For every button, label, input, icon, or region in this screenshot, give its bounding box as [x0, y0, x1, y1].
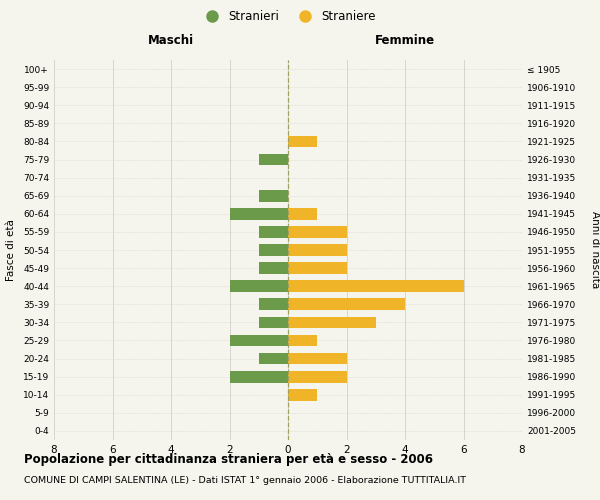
Bar — [288, 226, 347, 238]
Bar — [259, 244, 288, 256]
Text: Popolazione per cittadinanza straniera per età e sesso - 2006: Popolazione per cittadinanza straniera p… — [24, 452, 433, 466]
Bar — [229, 371, 288, 382]
Bar — [288, 334, 317, 346]
Bar — [288, 280, 464, 292]
Bar — [288, 298, 405, 310]
Bar — [288, 371, 347, 382]
Bar — [229, 280, 288, 292]
Bar — [259, 298, 288, 310]
Bar — [288, 316, 376, 328]
Bar — [259, 316, 288, 328]
Text: Femmine: Femmine — [375, 34, 435, 46]
Bar — [288, 208, 317, 220]
Y-axis label: Fasce di età: Fasce di età — [6, 219, 16, 281]
Text: Maschi: Maschi — [148, 34, 194, 46]
Bar — [259, 262, 288, 274]
Bar — [288, 262, 347, 274]
Bar — [259, 226, 288, 238]
Bar — [229, 208, 288, 220]
Y-axis label: Anni di nascita: Anni di nascita — [590, 212, 600, 288]
Bar — [229, 334, 288, 346]
Bar — [288, 352, 347, 364]
Bar — [288, 136, 317, 147]
Bar — [259, 352, 288, 364]
Bar — [288, 389, 317, 400]
Text: COMUNE DI CAMPI SALENTINA (LE) - Dati ISTAT 1° gennaio 2006 - Elaborazione TUTTI: COMUNE DI CAMPI SALENTINA (LE) - Dati IS… — [24, 476, 466, 485]
Legend: Stranieri, Straniere: Stranieri, Straniere — [195, 5, 381, 28]
Bar — [259, 154, 288, 166]
Bar — [288, 244, 347, 256]
Bar — [259, 190, 288, 202]
